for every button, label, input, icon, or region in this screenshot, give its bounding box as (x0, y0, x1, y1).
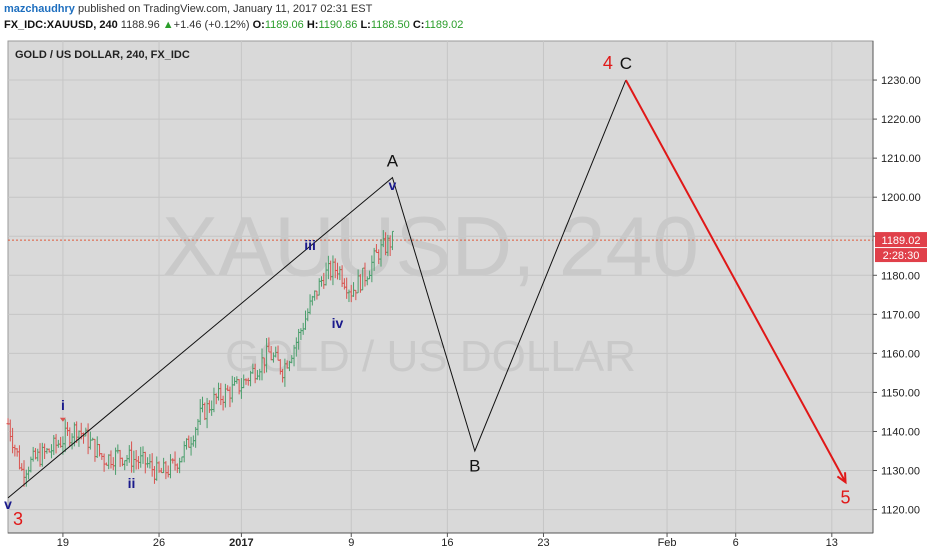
time-tick-label: 19 (57, 537, 69, 549)
wave-label-v: v (4, 496, 12, 512)
low-label: L: (360, 19, 371, 31)
watermark: XAUUSD, 240 GOLD / US DOLLAR (162, 199, 699, 381)
watermark-name: GOLD / US DOLLAR (225, 332, 636, 381)
price-tick-label: 1200.00 (881, 192, 921, 204)
time-tick-label: 9 (348, 537, 354, 549)
wave-label-5: 5 (841, 488, 851, 508)
time-tick-label: 13 (826, 537, 838, 549)
close-label: C: (412, 19, 425, 31)
wave-label-A: A (387, 152, 399, 171)
price-tick-label: 1150.00 (881, 387, 920, 399)
wave-label-3: 3 (13, 509, 23, 529)
low-value: 1188.50 (370, 19, 410, 31)
grid (8, 41, 873, 533)
countdown-tag-label: 2:28:30 (883, 250, 920, 262)
last-value: 1188.96 (120, 19, 160, 31)
projection-arrowhead-icon (836, 472, 847, 485)
watermark-symbol: XAUUSD, 240 (162, 199, 699, 293)
time-tick-label: 6 (733, 537, 739, 549)
open-label: O: (252, 19, 265, 31)
chart-header: mazchaudhry published on TradingView.com… (0, 0, 932, 36)
symbol-info-line: FX_IDC:XAUUSD, 240 1188.96 ▲+1.46 (+0.12… (4, 19, 463, 31)
wave-label-iii: iii (304, 237, 316, 253)
plot-area[interactable] (7, 40, 874, 534)
price-tick-label: 1180.00 (881, 270, 920, 282)
last-price-tag-label: 1189.02 (882, 235, 921, 247)
wave-label-ii: ii (128, 475, 136, 491)
high-value: 1190.86 (318, 19, 358, 31)
symbol-name: FX_IDC:XAUUSD, 240 (4, 19, 118, 31)
axes: 1120.00 1130.00 1140.00 1150.00 1160.00 1170.… (8, 41, 927, 549)
wave-label-i: i (61, 397, 65, 413)
wave-lines (7, 79, 847, 499)
price-tick-label: 1160.00 (881, 348, 920, 360)
countdown-tag (875, 248, 927, 263)
time-tick-label: 26 (153, 537, 165, 549)
time-tick-label: 2017 (229, 537, 253, 549)
wave-label-iv: iv (332, 315, 344, 331)
publish-line: mazchaudhry published on TradingView.com… (4, 3, 372, 15)
open-value: 1189.06 (264, 19, 304, 31)
price-chart[interactable]: XAUUSD, 240 GOLD / US DOLLAR iiiiiiivvvA… (0, 36, 932, 550)
high-label: H: (306, 19, 319, 31)
time-tick-label: 23 (537, 537, 549, 549)
price-tick-label: 1140.00 (881, 426, 920, 438)
wave-label-4: 4 (603, 53, 613, 73)
wave-label-B: B (469, 456, 480, 475)
projection-line (624, 79, 847, 483)
last-price-tag (875, 232, 927, 248)
time-tick-label: Feb (658, 537, 677, 549)
close-value: 1189.02 (424, 19, 464, 31)
published-text: published on TradingView.com, January 11… (77, 3, 373, 15)
price-tick-label: 1230.00 (881, 75, 921, 87)
price-tick-label: 1170.00 (881, 309, 920, 321)
wave-i-marker-icon (59, 417, 66, 422)
author-link[interactable]: mazchaudhry (4, 3, 75, 15)
wave-label-v: v (389, 177, 397, 193)
wave-abc-line (7, 79, 627, 499)
price-tick-label: 1130.00 (881, 466, 920, 478)
change-arrow-icon: ▲ (162, 19, 174, 31)
price-tick-label: 1220.00 (881, 114, 921, 126)
change-value: +1.46 (+0.12%) (173, 19, 250, 31)
plot-background (7, 40, 874, 534)
chart-title: GOLD / US DOLLAR, 240, FX_IDC (15, 49, 190, 61)
price-tick-label: 1210.00 (881, 153, 921, 165)
wave-label-C: C (620, 54, 632, 73)
price-tick-label: 1120.00 (881, 505, 920, 517)
time-tick-label: 16 (441, 537, 453, 549)
